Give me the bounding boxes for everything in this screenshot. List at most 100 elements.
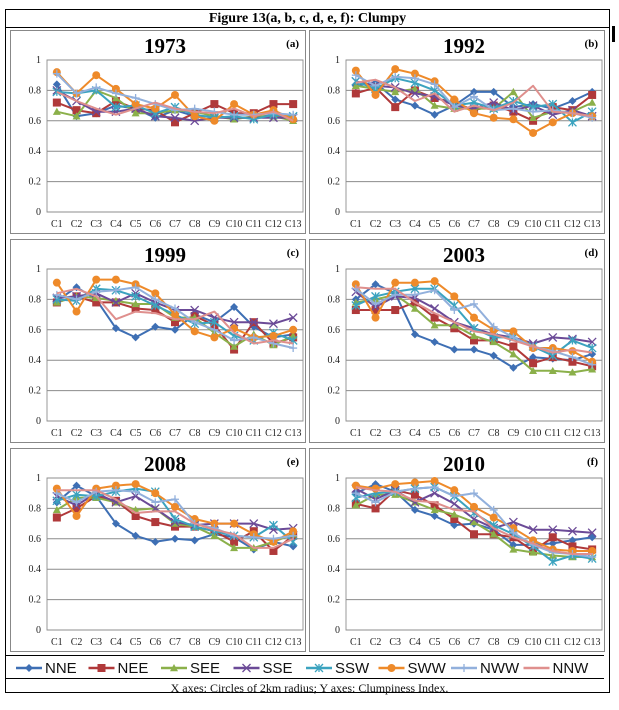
x-tick-label: C13: [285, 219, 302, 230]
chart-title: 2003: [443, 243, 485, 267]
marker-nww: [568, 353, 577, 362]
marker-sww: [450, 486, 459, 495]
marker-nww: [289, 531, 298, 540]
y-tick-label: 0.6: [328, 325, 341, 336]
marker-nee: [430, 94, 439, 102]
marker-ssw: [371, 291, 380, 301]
marker-sww: [92, 71, 101, 80]
marker-see: [509, 87, 518, 96]
x-tick-label: C5: [429, 219, 441, 230]
x-tick-label: C2: [71, 637, 83, 648]
marker-nne: [151, 322, 160, 331]
marker-nww: [131, 283, 140, 292]
marker-see: [529, 366, 538, 375]
marker-see: [529, 113, 538, 121]
marker-sww: [72, 307, 81, 316]
legend-label: SEE: [190, 660, 220, 677]
x-tick-label: C2: [370, 637, 382, 648]
marker-sww: [450, 292, 459, 301]
marker-sww: [371, 90, 380, 99]
x-tick-label: C13: [285, 428, 302, 439]
marker-nww: [289, 110, 298, 119]
marker-nww: [52, 290, 61, 299]
y-tick-label: 0: [36, 625, 41, 636]
marker-sww: [111, 275, 120, 284]
marker-nee: [391, 103, 400, 112]
x-tick-label: C6: [448, 428, 460, 439]
marker-see: [170, 664, 178, 672]
x-tick-label: C13: [584, 637, 601, 648]
x-tick-label: C7: [169, 428, 181, 439]
marker-see: [410, 84, 419, 93]
y-tick-label: 0: [335, 416, 340, 427]
x-tick-label: C4: [110, 428, 122, 439]
marker-sww: [391, 480, 400, 489]
marker-nww: [371, 299, 380, 308]
x-tick-label: C3: [389, 219, 401, 230]
y-tick-label: 1: [335, 264, 340, 275]
y-tick-label: 0.4: [328, 146, 341, 157]
marker-nee: [92, 298, 101, 307]
marker-see: [210, 531, 219, 539]
marker-sww: [430, 277, 439, 286]
marker-nee: [509, 342, 518, 351]
marker-ssw: [269, 520, 278, 530]
marker-sse: [111, 497, 121, 507]
x-tick-label: C10: [525, 637, 542, 648]
legend-label: SSE: [263, 660, 293, 677]
chart-title: 2010: [443, 452, 485, 476]
y-tick-label: 0.8: [29, 85, 42, 96]
x-tick-label: C6: [448, 637, 460, 648]
chart-title: 1992: [443, 34, 485, 58]
marker-nee: [171, 118, 179, 127]
panel-label: (d): [585, 247, 599, 259]
chart-title: 1999: [144, 243, 186, 267]
marker-see: [450, 510, 459, 518]
x-tick-label: C6: [149, 219, 161, 230]
y-tick-label: 0.6: [29, 325, 42, 336]
marker-sww: [269, 331, 278, 340]
panel-label: (e): [287, 456, 300, 468]
marker-nne: [230, 303, 239, 311]
y-tick-label: 0.2: [29, 595, 42, 606]
marker-nne: [430, 512, 439, 520]
x-tick-label: C3: [90, 637, 102, 648]
marker-nww: [548, 548, 557, 557]
marker-nee: [371, 504, 380, 513]
series-line-nnw: [56, 489, 294, 549]
marker-see: [430, 321, 439, 329]
marker-see: [470, 518, 478, 526]
panel-label: (a): [286, 38, 299, 50]
marker-sww: [509, 115, 518, 124]
marker-sse: [229, 317, 239, 327]
marker-sww: [489, 113, 498, 122]
marker-sww: [371, 313, 380, 322]
marker-nww: [470, 489, 478, 498]
marker-nww: [249, 533, 258, 542]
marker-nww: [489, 505, 498, 514]
marker-nee: [151, 306, 160, 315]
marker-sww: [230, 100, 239, 109]
y-tick-label: 1: [335, 55, 340, 66]
marker-see: [289, 331, 298, 340]
x-tick-label: C11: [246, 428, 262, 439]
panel-label: (b): [585, 38, 599, 50]
marker-sww: [289, 325, 298, 334]
marker-see: [529, 548, 538, 556]
marker-sww: [171, 502, 179, 511]
marker-nne: [509, 540, 518, 549]
x-tick-label: C10: [525, 428, 542, 439]
x-tick-label: C5: [130, 219, 142, 230]
marker-nww: [391, 72, 400, 81]
marker-see: [171, 519, 179, 527]
x-tick-label: C11: [545, 637, 561, 648]
marker-see: [351, 501, 360, 509]
marker-sww: [52, 278, 61, 287]
chart-svg: 2003 (d) 0 0.2 0.4 0.6 0.8 1 C1 C2 C3 C4 C5 C6 C7 C8 C9 C…: [328, 243, 603, 439]
marker-nww: [72, 498, 81, 507]
marker-ssw: [314, 663, 324, 673]
marker-sww: [151, 104, 160, 113]
y-tick-label: 0: [335, 207, 340, 218]
chart-svg: 1999 (c) 0 0.2 0.4 0.6 0.8 1 C1 C2 C3 C4 C5 C6 C7 C8 C9 C…: [29, 243, 304, 439]
legend: NNE NEE SEE SSE SSW SWW NWW NNW: [6, 655, 604, 679]
